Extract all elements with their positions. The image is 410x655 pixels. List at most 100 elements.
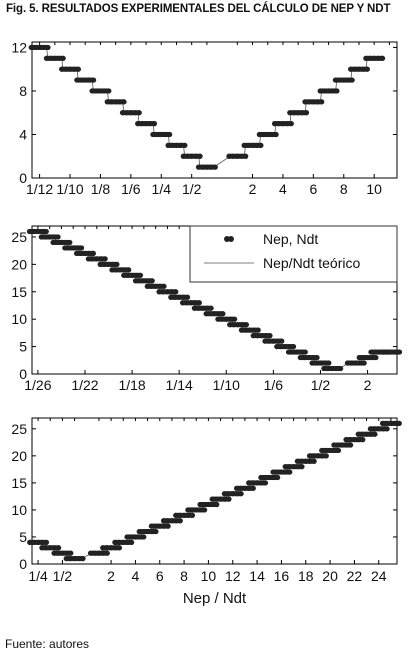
legend-label-points: Nep, Ndt [263,231,318,247]
data-point [203,311,226,317]
x-tick-label: 2 [364,377,372,393]
data-point [144,283,167,289]
plot-frame [31,41,398,179]
data-point [51,550,74,556]
x-tick-label: 4 [132,568,140,584]
x-tick-label: 1/6 [121,181,141,197]
x-tick-label: 14 [249,568,265,584]
data-point [119,110,142,116]
data-point [282,464,305,470]
data-point [285,349,308,355]
x-axis-label: Nep / Ndt [183,590,247,607]
x-tick-label: 1/2 [311,377,331,393]
y-tick-label: 10 [11,502,27,518]
x-tick-label: 16 [274,568,290,584]
data-point [179,300,202,306]
data-point [165,142,188,148]
data-point [347,66,370,72]
y-tick-label: 25 [11,421,27,437]
data-point [73,250,96,257]
data-point [356,354,379,361]
data-point [297,354,320,361]
data-point [74,77,97,83]
data-point [270,469,293,475]
y-tick-label: 10 [11,311,27,327]
x-tick-label: 22 [347,568,363,584]
x-tick-label: 1/2 [53,568,73,584]
y-tick-label: 8 [19,83,27,99]
data-point [209,496,232,502]
data-point [136,528,159,535]
data-point [317,88,340,94]
x-tick-label: 10 [366,181,382,197]
y-tick-label: 20 [11,448,27,464]
y-tick-label: 15 [11,475,27,491]
plot-frame [31,417,398,565]
x-tick-label: 4 [279,181,287,197]
data-point [160,518,183,524]
data-point [319,447,342,454]
data-point [43,55,66,61]
legend: Nep, Ndt Nep/Ndt teórico [189,225,398,283]
data-point [50,239,73,246]
data-point [39,545,62,551]
y-tick-label: 5 [19,339,27,355]
data-point [180,153,203,159]
x-tick-label: 1/4 [152,181,172,197]
data-point [150,131,173,138]
data-point [173,512,196,518]
data-point [355,431,378,437]
data-point [233,485,256,491]
y-tick-label: 5 [19,529,27,545]
data-point [62,245,85,251]
data-point [380,349,403,355]
x-tick-label: 20 [322,568,338,584]
data-point [124,534,147,540]
data-point [87,550,110,556]
data-point [59,66,82,72]
x-tick-label: 12 [225,568,241,584]
y-tick-label: 12 [11,39,27,55]
data-point [238,327,261,333]
data-point [197,501,220,508]
data-point [104,99,127,105]
x-tick-label: 1/18 [118,377,145,393]
legend-box [189,225,398,283]
data-point [302,99,325,105]
legend-marker-dots [224,236,234,242]
x-tick-label: 1/10 [56,181,83,197]
data-point [63,555,86,562]
x-tick-label: 1/26 [24,377,51,393]
data-point [321,365,344,372]
data-point [332,77,355,83]
y-tick-label: 15 [11,284,27,300]
y-tick-label: 0 [19,366,27,382]
data-point [227,322,250,328]
x-tick-label: 10 [201,568,217,584]
data-point [363,55,386,61]
chart-top: 0 4 8 12 1/12 1/10 1/8 1/6 1/4 1/2 2 4 6 8 10 [11,39,398,197]
data-point [85,256,108,262]
data-point [112,539,135,545]
figure-title: Fig. 5. RESULTADOS EXPERIMENTALES DEL CÁ… [6,3,391,15]
data-point [195,164,218,170]
y-tick-label: 25 [11,229,27,245]
data-point [250,333,273,339]
data-point [109,267,132,273]
data-point [168,294,191,300]
data-point [132,278,155,284]
data-point [256,131,279,138]
data-point [226,153,249,159]
y-tick-label: 4 [19,126,27,142]
x-tick-label: 8 [340,181,348,197]
data-point [221,491,244,497]
data-point [271,121,294,127]
x-tick-label: 24 [371,568,387,584]
data-point [241,142,264,148]
data-point [28,44,51,51]
data-point [306,453,329,459]
x-tick-label: 2 [107,568,115,584]
data-point [185,507,208,513]
x-tick-label: 8 [180,568,188,584]
